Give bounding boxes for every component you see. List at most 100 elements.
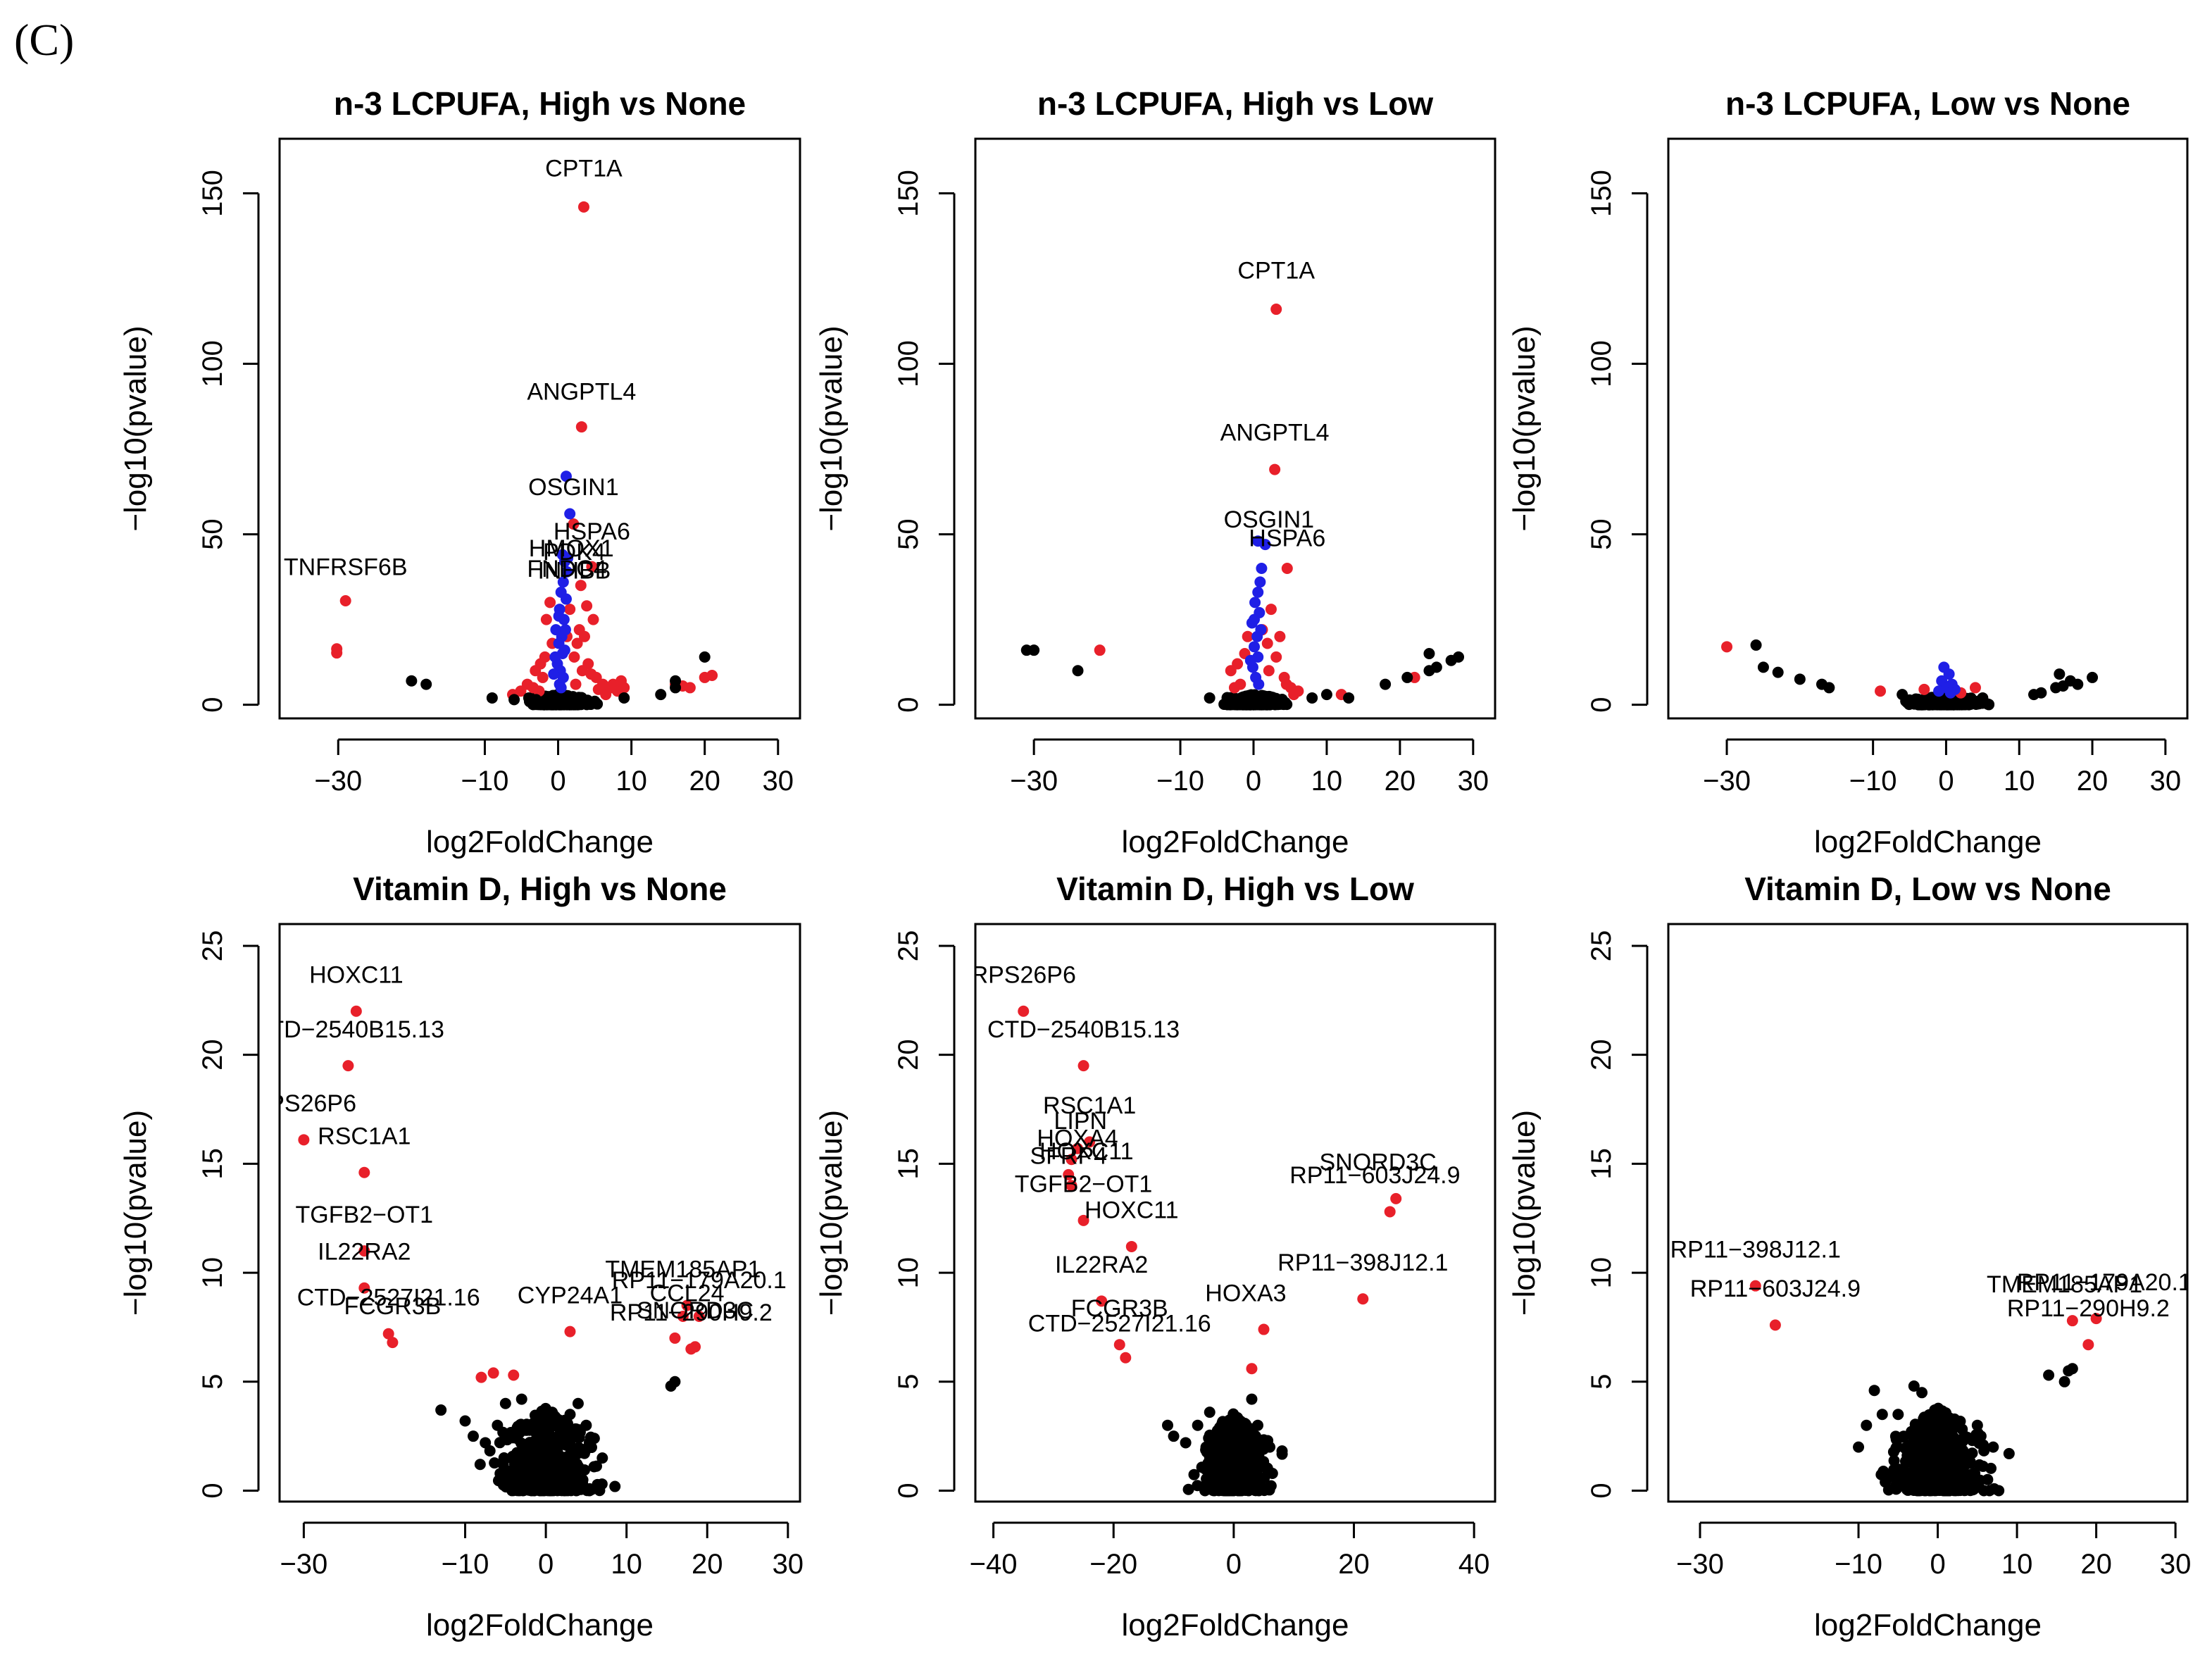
gene-point-top (1249, 641, 1261, 653)
background-gene-point (1942, 1442, 1954, 1454)
gene-point-other (1453, 651, 1465, 663)
plot-panel-3: n-3 LCPUFA, Low vs None log2FoldChange −lo… (1507, 85, 2189, 859)
gene-point-other (1892, 1409, 1904, 1421)
x-tick-label: −10 (442, 1549, 489, 1580)
gene-point-other (1772, 666, 1784, 678)
background-gene-point (1935, 1452, 1947, 1464)
background-gene-point (1276, 1445, 1288, 1457)
gene-point-other (1794, 673, 1806, 685)
gene-point-significant (1258, 1323, 1270, 1335)
panel-label: (C) (14, 15, 75, 65)
gene-label: CYP24A1 (518, 1282, 623, 1309)
background-gene-point (546, 1464, 558, 1476)
background-gene-point (515, 1418, 527, 1430)
y-tick-label: 25 (197, 930, 228, 962)
gene-point-other (1757, 661, 1769, 673)
background-gene-point (1211, 1484, 1223, 1496)
gene-label: RP11−398J12.1 (1670, 1236, 1841, 1263)
background-gene-point (1918, 1478, 1930, 1490)
gene-point-other (515, 1393, 527, 1405)
background-gene-point (1921, 696, 1933, 708)
gene-point-significant (1113, 1339, 1125, 1351)
gene-point-significant (1246, 1363, 1258, 1375)
plot-title: Vitamin D, High vs None (353, 871, 727, 907)
x-tick-label: 0 (1938, 766, 1954, 797)
gene-point-other (467, 1430, 479, 1442)
gene-point-other (1823, 682, 1835, 694)
gene-point-top (553, 610, 565, 622)
y-tick-label: 15 (893, 1148, 924, 1180)
gene-point-other (2087, 671, 2099, 683)
y-tick-label: 5 (1586, 1374, 1617, 1390)
gene-point-significant (681, 1299, 693, 1311)
background-gene-point (1913, 1459, 1925, 1471)
gene-point-other (1423, 665, 1435, 677)
gene-label: OSGIN1 (528, 474, 618, 501)
gene-point-significant (1918, 683, 1930, 695)
gene-point-significant (571, 637, 583, 649)
gene-point-other (1868, 1385, 1880, 1397)
background-gene-point (592, 1478, 604, 1490)
background-gene-point (499, 1433, 511, 1445)
background-gene-point (554, 1437, 566, 1449)
background-gene-point (1235, 1449, 1246, 1461)
y-tick-label: 10 (1586, 1257, 1617, 1289)
gene-point-other (2003, 1447, 2015, 1459)
gene-label: FNDC4 (527, 556, 606, 582)
plot-panel-6: Vitamin D, Low vs None log2FoldChange −log… (1507, 871, 2191, 1642)
gene-point-top (558, 644, 570, 656)
gene-point-significant (1721, 641, 1733, 653)
plot-title: Vitamin D, High vs Low (1056, 871, 1414, 907)
x-tick-label: −10 (1835, 1549, 1882, 1580)
gene-label: FCGR3B (1071, 1295, 1168, 1322)
gene-point-significant (568, 518, 580, 530)
background-gene-point (1265, 698, 1277, 710)
background-gene-point (1966, 1435, 1978, 1447)
x-tick-label: 20 (1338, 1549, 1370, 1580)
gene-point-other (596, 1452, 608, 1464)
gene-point-other (486, 692, 498, 704)
background-gene-point (1943, 699, 1955, 711)
y-axis-label: −log10(pvalue) (814, 325, 849, 531)
gene-label: CCL24 (650, 1280, 725, 1306)
gene-label: FCGR3B (344, 1293, 441, 1320)
background-gene-point (1926, 1449, 1938, 1461)
gene-point-top (559, 624, 571, 636)
gene-point-other (406, 675, 418, 687)
background-gene-point (1220, 699, 1232, 711)
series-other (406, 651, 711, 709)
background-gene-point (561, 1485, 573, 1497)
gene-point-significant (1261, 637, 1273, 649)
x-tick-label: 20 (2077, 766, 2108, 797)
gene-label: PDK4 (543, 539, 606, 566)
y-tick-label: 50 (1586, 518, 1617, 550)
background-gene-point (1993, 1485, 2005, 1497)
gene-point-significant (539, 651, 551, 663)
plot-frame (974, 137, 1496, 720)
plot-frame (1667, 137, 2189, 720)
gene-point-top (549, 651, 561, 663)
y-tick-label: 0 (197, 1483, 228, 1498)
x-tick-label: 30 (763, 766, 794, 797)
gene-label: TNFRSF6B (284, 554, 408, 581)
x-tick-label: 10 (2001, 1549, 2033, 1580)
gene-point-significant (530, 665, 542, 677)
background-gene-point (1192, 1480, 1204, 1492)
gene-point-significant (1228, 682, 1240, 694)
gene-point-significant (1263, 665, 1275, 677)
gene-point-significant (540, 613, 552, 625)
gene-point-other (1908, 1380, 1920, 1392)
gene-point-top (1255, 624, 1267, 636)
background-gene-point (529, 1440, 541, 1452)
y-tick-label: 20 (197, 1039, 228, 1071)
background-gene-point (1242, 1485, 1254, 1497)
background-gene-point (1978, 1485, 1990, 1497)
gene-point-significant (537, 671, 549, 683)
gene-point-top (1943, 668, 1955, 680)
gene-point-significant (358, 1282, 370, 1294)
gene-label: IL22RA2 (1055, 1252, 1148, 1278)
plot-frame (278, 137, 801, 720)
gene-label: TGFB2−OT1 (296, 1202, 434, 1228)
gene-point-other (665, 1380, 677, 1392)
background-gene-point (1208, 1440, 1220, 1452)
